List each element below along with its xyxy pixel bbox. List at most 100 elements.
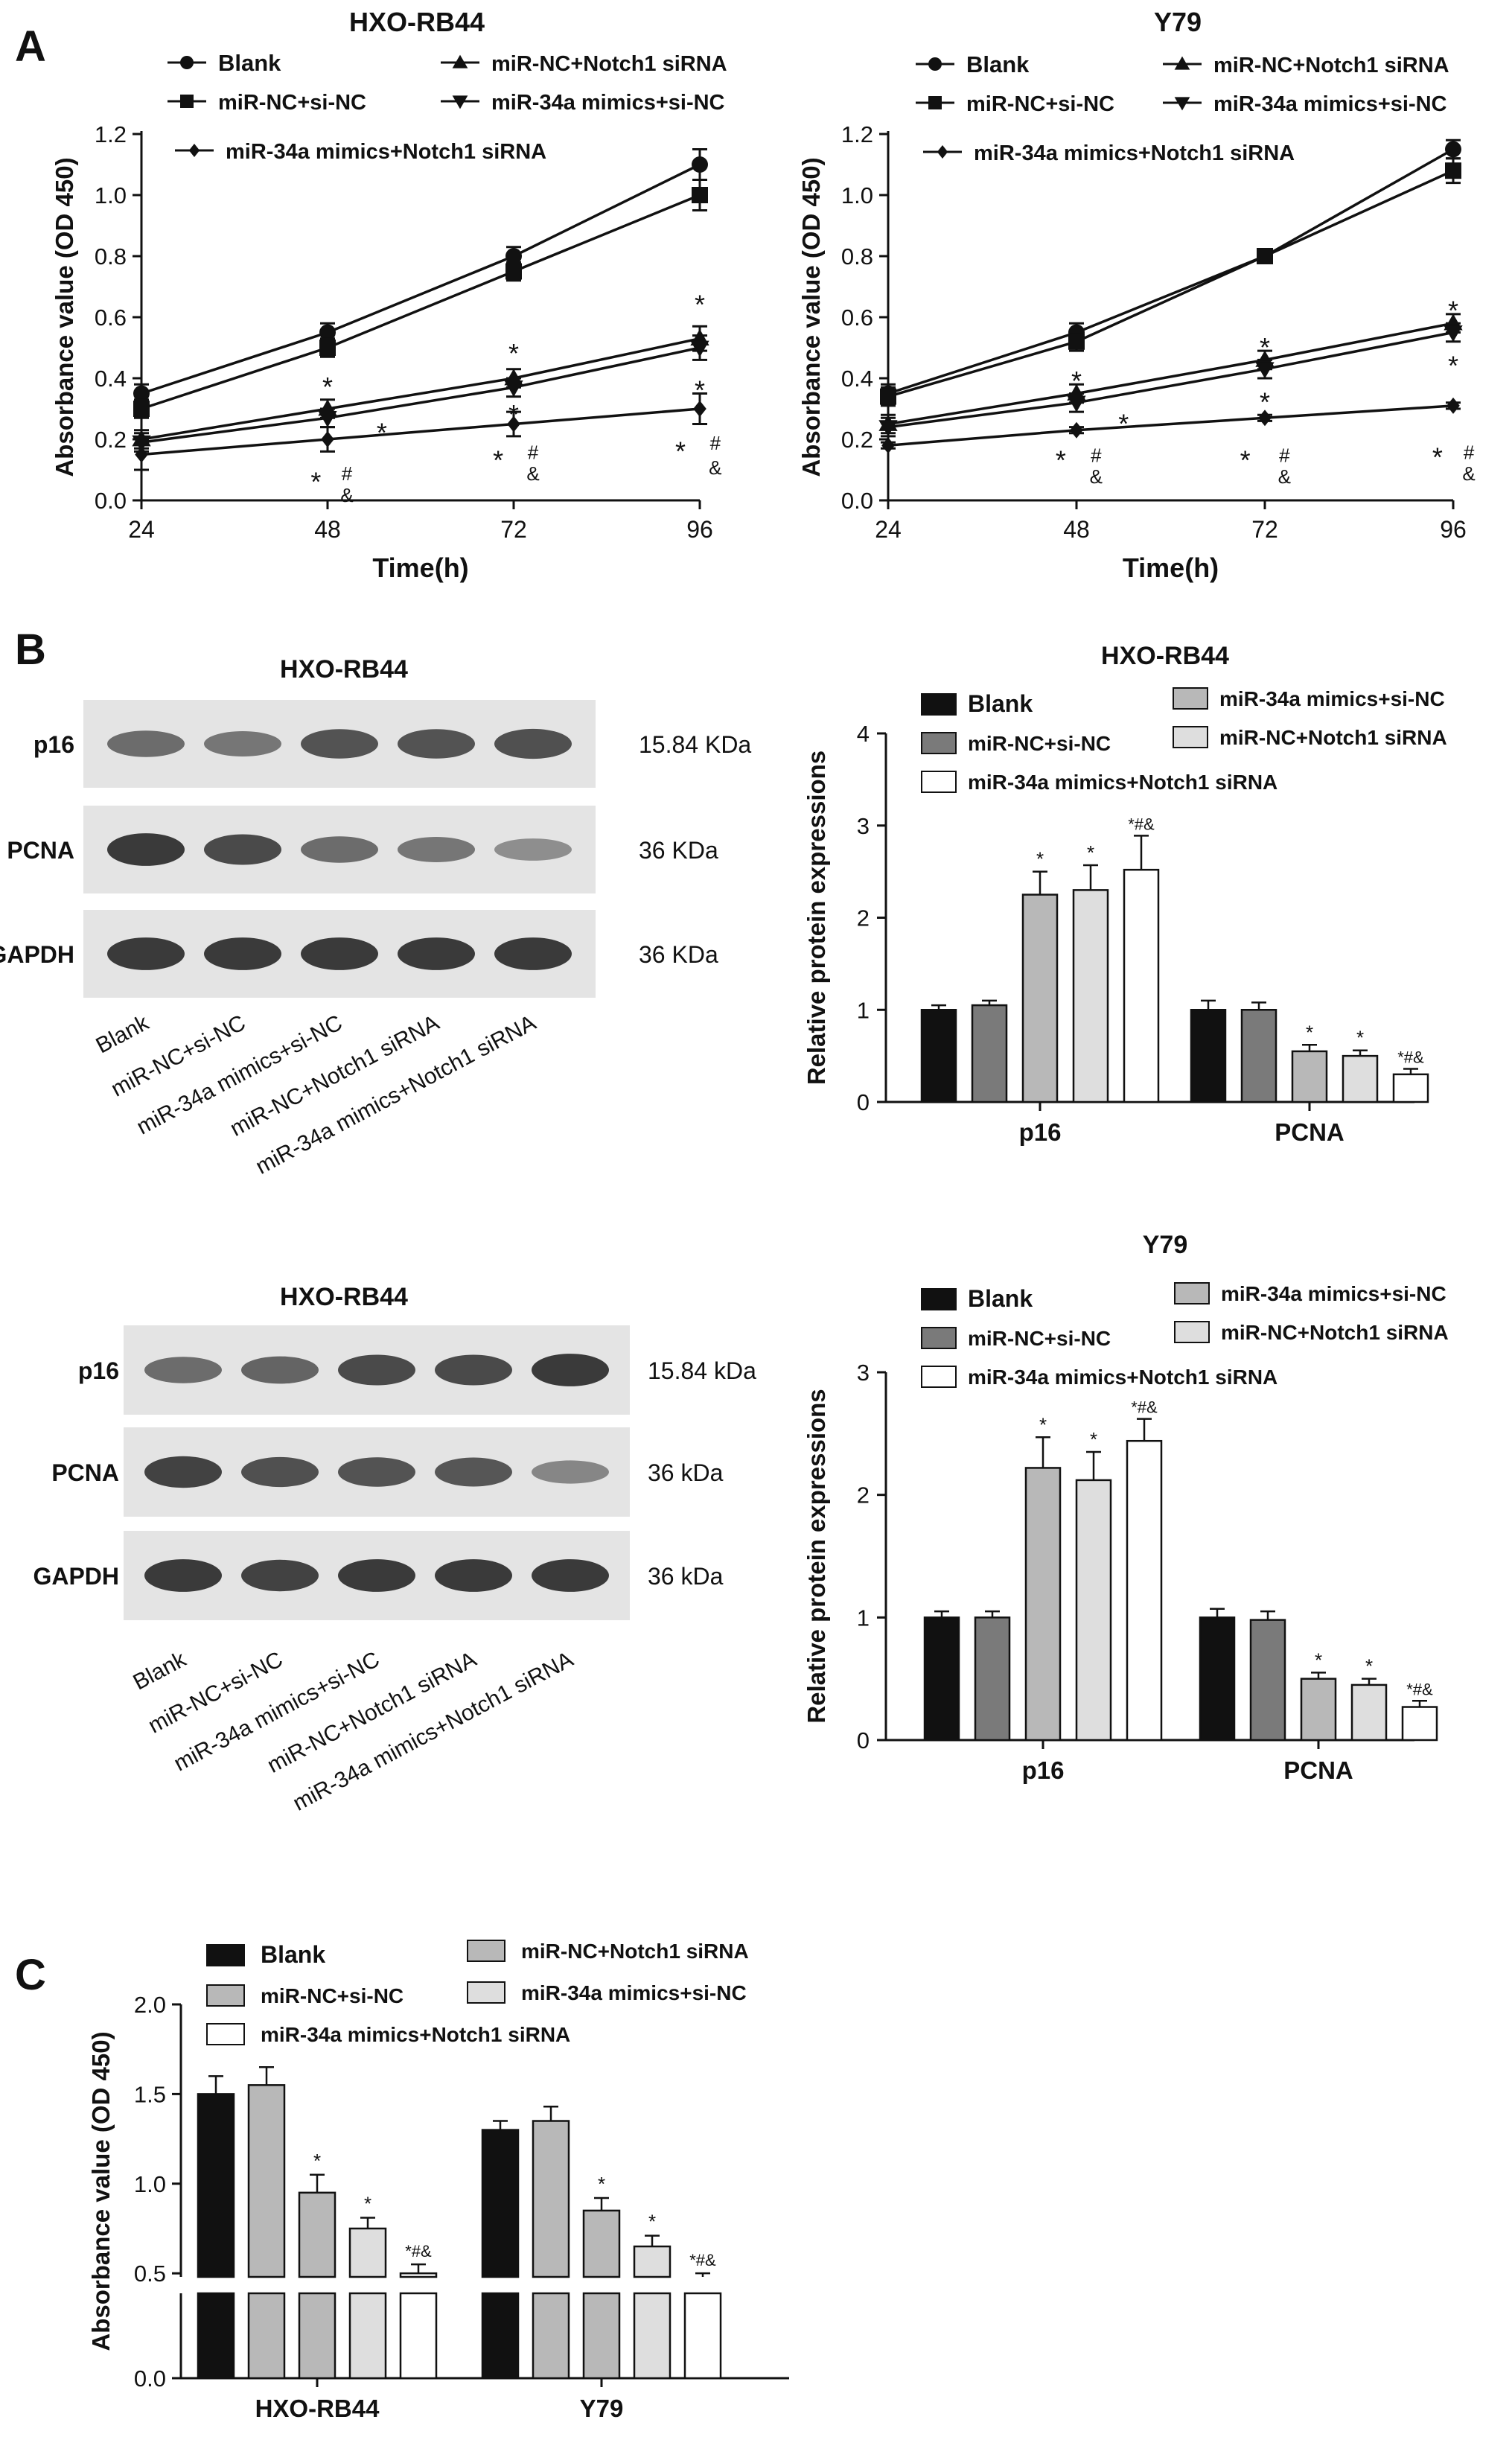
data-point <box>505 248 522 264</box>
legend-label: Blank <box>261 1941 325 1968</box>
blot-band <box>301 729 378 759</box>
y-axis-label: Absorbance value (OD 450) <box>797 157 825 477</box>
bar-lower <box>683 2292 722 2380</box>
x-tick-label: 48 <box>1063 516 1090 543</box>
x-tick-label: 48 <box>314 516 341 543</box>
y-tick-label: 1.2 <box>841 121 873 147</box>
blot-band <box>301 937 378 970</box>
x-tick-label: 96 <box>1440 516 1467 543</box>
significance-mark: * <box>598 2173 605 2195</box>
series-blank <box>133 148 708 404</box>
significance-mark: * <box>1071 366 1082 396</box>
significance-mark: & <box>1090 465 1103 488</box>
series-line <box>141 407 701 456</box>
bar-p16-blank <box>920 1004 957 1103</box>
significance-mark: # <box>1279 445 1290 467</box>
legend-label: miR-NC+si-NC <box>968 732 1111 755</box>
significance-mark: * <box>1039 1413 1047 1436</box>
bar-lower <box>582 2292 621 2380</box>
y-tick-label: 0 <box>857 1727 870 1753</box>
legend-label: miR-NC+si-NC <box>218 91 366 115</box>
bar-upper <box>532 2120 570 2278</box>
significance-mark: *#& <box>689 2251 716 2269</box>
legend-label: miR-34a mimics+Notch1 siRNA <box>968 1366 1277 1389</box>
bar-hxo-rb44-mir-34a-mimics-si-nc: * <box>348 2193 387 2380</box>
legend-marker <box>928 57 942 71</box>
blot-band <box>241 1356 319 1384</box>
significance-mark: * <box>1260 387 1270 418</box>
y-axis-label: Relative protein expressions <box>803 1389 830 1723</box>
bar-y79-mir-nc-si-nc <box>532 2106 570 2380</box>
legend-swatch <box>206 1944 245 1966</box>
blot-band <box>107 937 185 970</box>
legend-label: Blank <box>968 690 1033 717</box>
bar-hxo-rb44-mir-34a-mimics-notch1-sirna: *#& <box>399 2242 438 2380</box>
bar-p16-mir-34a-mimics-si-nc: * <box>1021 848 1059 1103</box>
significance-mark: # <box>1464 441 1475 463</box>
blot-band <box>398 729 475 759</box>
y-tick-label: 0.2 <box>95 427 127 453</box>
panel-letter-c: C <box>15 1951 46 1999</box>
bar-chart-hxo-rb44-protein: HXO-RB44 Blank miR-34a mimics+si-NC miR-NC+… <box>803 642 1447 1146</box>
bar <box>1300 1678 1337 1742</box>
significance-mark: * <box>695 290 705 320</box>
blot-row-label: PCNA <box>51 1459 119 1486</box>
blot-row-label: p16 <box>78 1357 119 1384</box>
x-tick-label: HXO-RB44 <box>255 2395 380 2422</box>
data-point <box>133 401 150 417</box>
y-tick-label: 3 <box>857 813 870 839</box>
significance-mark: * <box>310 466 321 497</box>
bar-hxo-rb44-blank <box>197 2075 235 2380</box>
y-tick-label: 0.2 <box>841 427 873 453</box>
data-point <box>1068 333 1085 350</box>
y-tick-label: 2 <box>857 1482 870 1509</box>
legend-item-mir-nc-notch1-sirna: miR-NC+Notch1 siRNA <box>1163 54 1449 77</box>
significance-mark: * <box>1315 1648 1322 1671</box>
x-tick-label: p16 <box>1019 1118 1062 1146</box>
series-mir-34a-mimics-notch1-sirna <box>134 392 707 471</box>
bar-upper <box>633 2245 672 2278</box>
blot-band <box>398 837 475 862</box>
blot-band <box>494 728 572 759</box>
data-point <box>1446 397 1460 414</box>
series-mir-34a-mimics-notch1-sirna <box>881 397 1461 454</box>
legend-label: miR-34a mimics+Notch1 siRNA <box>261 2023 570 2046</box>
significance-mark: *#& <box>1128 815 1155 833</box>
bar <box>1024 1467 1062 1742</box>
legend-swatch <box>467 1981 505 2004</box>
data-point <box>690 340 709 357</box>
bar <box>1190 1009 1227 1103</box>
bar-pcna-mir-34a-mimics-si-nc: * <box>1291 1021 1328 1103</box>
significance-mark: * <box>1240 445 1251 476</box>
western-blot-lower: HXO-RB44 p16 15.84 kDa PCNA 36 kDa GAPDH 36 kD… <box>33 1283 756 1816</box>
significance-mark: *#& <box>1406 1680 1433 1698</box>
legend-item-mir-nc-notch1-sirna: miR-NC+Notch1 siRNA <box>441 52 727 76</box>
chart-title: HXO-RB44 <box>1101 642 1229 670</box>
legend-item-mir-nc-si-nc: miR-NC+si-NC <box>168 91 366 115</box>
legend-marker <box>452 95 468 109</box>
y-tick-label: 1.2 <box>95 121 127 147</box>
y-tick-label: 0.8 <box>841 243 873 270</box>
legend-label: miR-NC+si-NC <box>968 1327 1111 1350</box>
legend-swatch <box>1173 726 1208 748</box>
x-axis-label: Time(h) <box>372 552 468 583</box>
blot-title: HXO-RB44 <box>280 1283 408 1311</box>
bar-p16-mir-nc-si-nc <box>974 1610 1011 1742</box>
chart-title: HXO-RB44 <box>349 7 485 37</box>
blot-row-gapdh: GAPDH 36 kDa <box>33 1531 724 1620</box>
data-point <box>881 437 895 454</box>
legend-swatch <box>921 693 957 716</box>
x-tick-label: 72 <box>500 516 527 543</box>
legend-marker <box>180 95 194 108</box>
y-tick-label: 0.8 <box>95 243 127 270</box>
blot-row-label: PCNA <box>7 837 74 864</box>
y-tick-label: 0 <box>857 1089 870 1115</box>
legend-item-mir-34a-mimics-notch1-sirna: miR-34a mimics+Notch1 siRNA <box>206 2023 570 2046</box>
legend-marker <box>937 145 948 159</box>
y-tick-label: 0.4 <box>841 366 873 392</box>
blot-title: HXO-RB44 <box>280 655 408 684</box>
bar <box>1021 893 1059 1103</box>
data-point <box>1258 410 1272 427</box>
x-tick-label: 24 <box>128 516 155 543</box>
significance-mark: * <box>1306 1021 1313 1043</box>
